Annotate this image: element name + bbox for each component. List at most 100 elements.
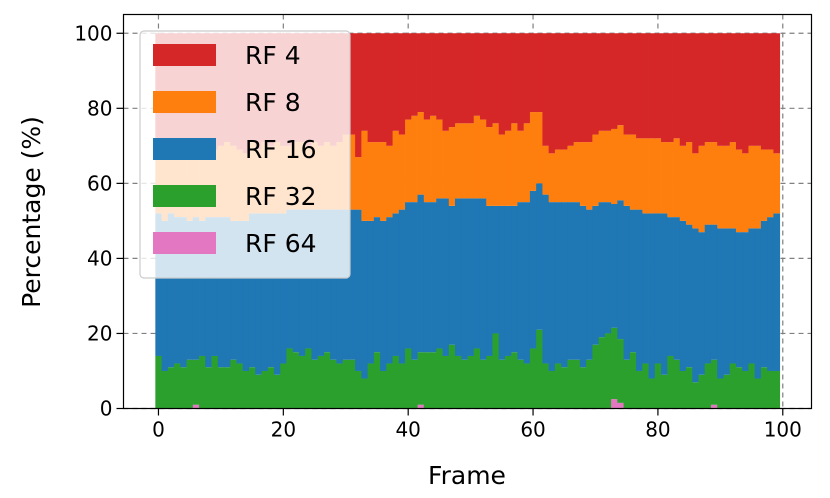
bar-rf-16: [579, 205, 587, 368]
bar-rf-16: [373, 217, 381, 353]
bar-rf-16: [604, 202, 612, 334]
bar-rf-16: [729, 228, 737, 364]
bar-rf-16: [330, 209, 337, 360]
bar-rf-8: [455, 123, 462, 199]
bar-rf-32: [430, 352, 437, 409]
bar-rf-32: [517, 359, 525, 409]
bar-rf-16: [548, 202, 556, 371]
legend-swatch: [153, 232, 216, 254]
bar-rf-16: [367, 220, 375, 364]
bar-rf-16: [417, 194, 425, 353]
bar-rf-32: [648, 378, 656, 409]
bar-rf-4: [411, 33, 418, 116]
bar-rf-32: [273, 374, 281, 409]
bar-rf-32: [579, 367, 587, 409]
bar-rf-32: [205, 367, 212, 409]
bar-rf-16: [423, 202, 431, 353]
bar-rf-32: [692, 382, 699, 409]
bar-rf-8: [704, 142, 712, 225]
bar-rf-8: [754, 145, 762, 229]
bar-rf-32: [773, 370, 781, 409]
bar-rf-16: [442, 198, 450, 356]
bar-rf-4: [760, 33, 768, 150]
bar-rf-32: [448, 344, 456, 409]
bar-rf-4: [686, 33, 693, 143]
bar-rf-16: [211, 217, 219, 356]
bar-rf-8: [529, 112, 537, 191]
bar-rf-4: [748, 33, 756, 146]
bar-rf-32: [617, 339, 624, 403]
bar-rf-4: [735, 33, 743, 150]
bar-rf-4: [667, 33, 674, 143]
bar-rf-4: [361, 33, 369, 131]
bar-rf-32: [636, 370, 643, 409]
bar-rf-4: [604, 33, 612, 131]
bar-rf-4: [448, 33, 456, 128]
bar-rf-4: [754, 33, 762, 146]
bar-rf-8: [479, 119, 487, 199]
bar-rf-16: [305, 209, 312, 349]
bar-rf-16: [261, 213, 269, 371]
bar-rf-16: [542, 194, 550, 364]
bar-rf-4: [598, 33, 606, 131]
bar-rf-8: [492, 123, 500, 206]
bar-rf-16: [355, 209, 362, 371]
bar-rf-4: [430, 33, 437, 116]
bar-rf-8: [717, 145, 724, 229]
bar-rf-8: [592, 134, 599, 206]
bar-rf-32: [623, 359, 631, 409]
bar-rf-4: [498, 33, 506, 135]
bar-rf-8: [511, 123, 518, 206]
bar-rf-64: [710, 404, 718, 409]
bar-rf-8: [692, 153, 699, 229]
bar-rf-32: [286, 348, 294, 409]
bar-rf-16: [473, 198, 481, 349]
bar-rf-32: [292, 352, 300, 409]
bar-rf-32: [661, 374, 668, 409]
bar-rf-4: [710, 33, 718, 143]
bar-rf-32: [342, 359, 350, 409]
bar-rf-16: [667, 217, 674, 356]
bar-rf-8: [623, 134, 631, 206]
bar-rf-8: [486, 127, 493, 206]
bar-rf-8: [679, 145, 687, 221]
bar-rf-16: [273, 213, 281, 375]
bar-rf-8: [355, 157, 362, 210]
bar-rf-4: [486, 33, 493, 128]
bar-rf-32: [392, 355, 400, 409]
bar-rf-32: [561, 367, 568, 409]
bar-rf-32: [523, 363, 531, 409]
bar-rf-32: [536, 329, 543, 409]
bar-rf-16: [248, 213, 256, 368]
bar-rf-16: [642, 213, 649, 364]
bar-rf-32: [548, 370, 556, 409]
legend-label: RF 4: [245, 41, 301, 70]
bar-rf-4: [592, 33, 599, 135]
bar-rf-4: [479, 33, 487, 120]
bar-rf-32: [155, 355, 162, 409]
bar-rf-4: [623, 33, 631, 135]
bar-rf-4: [573, 33, 581, 143]
bar-rf-8: [604, 130, 612, 203]
bar-rf-8: [735, 149, 743, 233]
bar-rf-16: [704, 224, 712, 364]
bar-rf-8: [773, 153, 781, 214]
bar-rf-8: [760, 149, 768, 221]
bar-rf-4: [504, 33, 512, 131]
bar-rf-4: [355, 33, 362, 158]
bar-rf-16: [192, 217, 200, 360]
bar-rf-8: [442, 130, 450, 199]
bar-rf-32: [330, 359, 337, 409]
bar-rf-8: [554, 149, 562, 203]
bar-rf-4: [348, 33, 356, 135]
bar-rf-32: [367, 363, 375, 409]
bar-rf-32: [598, 337, 606, 409]
bar-rf-32: [492, 333, 500, 409]
bar-rf-16: [760, 220, 768, 368]
bar-rf-32: [710, 359, 718, 405]
bar-rf-4: [511, 33, 518, 124]
bar-rf-8: [561, 149, 568, 203]
bar-rf-4: [654, 33, 662, 139]
bar-rf-32: [267, 367, 275, 409]
bar-rf-8: [504, 130, 512, 206]
